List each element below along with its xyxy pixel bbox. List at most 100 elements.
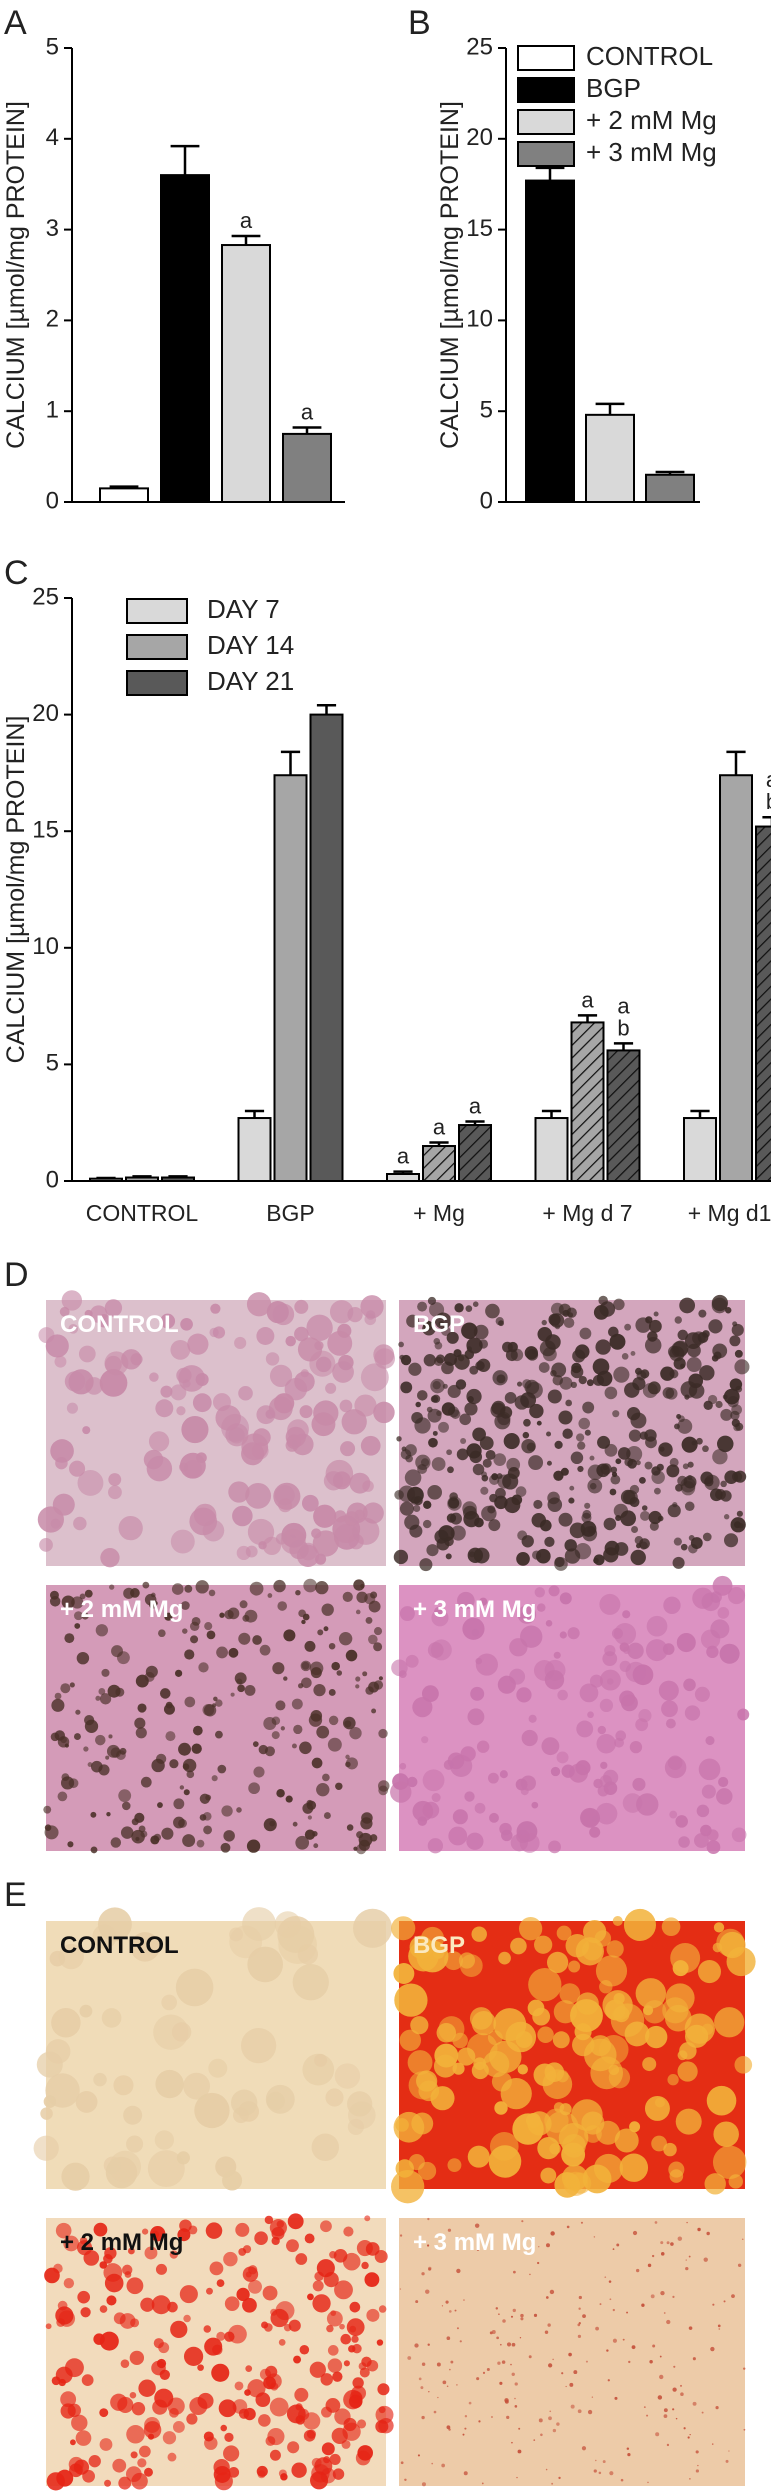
- stain-spot: [489, 2132, 519, 2161]
- stain-spot: [587, 1525, 596, 1534]
- stain-spot: [553, 1470, 564, 1481]
- stain-spot: [506, 1457, 521, 1472]
- stain-spot: [562, 2133, 586, 2158]
- stain-spot: [157, 1802, 163, 1808]
- stain-spot: [538, 1362, 550, 1373]
- stain-spot: [631, 1526, 639, 1533]
- y-tick-label: 20: [32, 700, 59, 727]
- stain-spot: [557, 1689, 568, 1701]
- stain-spot: [464, 1402, 478, 1416]
- stain-spot: [630, 1549, 646, 1566]
- stain-spot: [79, 1593, 86, 1600]
- stain-spot: [673, 1537, 682, 1546]
- stain-spot: [582, 2314, 586, 2319]
- y-tick-label: 25: [466, 33, 493, 60]
- x-tick-label: + Mg d14: [688, 1200, 771, 1226]
- y-tick-label: 3: [46, 215, 59, 242]
- stain-spot: [489, 1812, 499, 1823]
- stain-spot: [426, 1544, 439, 1557]
- stain-spot: [548, 1585, 560, 1597]
- error-bar: [465, 1120, 485, 1126]
- stain-spot: [572, 2033, 595, 2057]
- stain-spot: [353, 1846, 358, 1851]
- stain-spot: [109, 1584, 115, 1590]
- stain-spot: [474, 2223, 480, 2228]
- bar: [422, 1145, 456, 1183]
- stain-spot: [170, 2320, 188, 2339]
- stain-spot: [148, 1431, 170, 1452]
- stain-spot: [67, 1841, 74, 1848]
- stain-spot: [187, 1333, 209, 1355]
- stain-spot: [571, 2099, 603, 2131]
- stain-spot: [316, 1782, 330, 1797]
- stain-spot: [77, 2290, 91, 2304]
- stain-spot: [635, 2268, 640, 2273]
- stain-spot: [577, 2334, 582, 2339]
- stain-spot: [287, 2213, 304, 2230]
- stain-spot: [343, 2226, 354, 2237]
- stain-spot: [50, 1732, 60, 1742]
- stain-spot: [298, 1683, 304, 1689]
- stain-spot: [540, 2167, 557, 2184]
- bar: [585, 413, 635, 503]
- stain-spot: [612, 2248, 615, 2250]
- stain-spot: [238, 1632, 251, 1645]
- stain-spot: [514, 2382, 518, 2386]
- stain-spot: [320, 2468, 336, 2484]
- stain-spot: [325, 1459, 354, 1488]
- stain-spot: [548, 2363, 553, 2368]
- stain-spot: [215, 1699, 223, 1707]
- stain-spot: [423, 1354, 437, 1367]
- stain-spot: [522, 1431, 530, 1439]
- stain-spot: [248, 2265, 258, 2275]
- stain-spot: [242, 2245, 252, 2254]
- stain-spot: [444, 1353, 457, 1366]
- stain-spot: [446, 1449, 453, 1456]
- stain-spot: [304, 2233, 315, 2244]
- stain-spot: [228, 1647, 239, 1658]
- stain-spot: [447, 1496, 462, 1511]
- stain-spot: [329, 2453, 341, 2465]
- stain-spot: [708, 1319, 723, 1334]
- stain-spot: [570, 2404, 575, 2409]
- stain-spot: [445, 2300, 449, 2304]
- stain-spot: [510, 2315, 514, 2318]
- stain-spot: [264, 2215, 274, 2225]
- stain-spot: [526, 1381, 543, 1399]
- stain-spot: [718, 2328, 721, 2330]
- stain-spot: [672, 2295, 675, 2298]
- stain-spot: [688, 2255, 691, 2258]
- stain-spot: [182, 1834, 196, 1848]
- stain-spot: [407, 1776, 418, 1788]
- stain-spot: [523, 1418, 531, 1427]
- stain-spot: [192, 1725, 203, 1736]
- stain-spot: [459, 1954, 483, 1978]
- stain-spot: [645, 1316, 653, 1324]
- stain-spot: [63, 2278, 75, 2289]
- bar: [221, 244, 271, 503]
- panel-label: A: [4, 4, 27, 42]
- stain-spot: [269, 2449, 281, 2461]
- stain-spot: [644, 1336, 662, 1354]
- stain-spot: [542, 1347, 557, 1362]
- stain-spot: [498, 1320, 504, 1327]
- stain-spot: [509, 1638, 528, 1657]
- stain-spot: [221, 1805, 233, 1817]
- stain-spot: [529, 1403, 544, 1419]
- stain-spot: [176, 1406, 186, 1416]
- stain-spot: [151, 2295, 171, 2315]
- stain-spot: [110, 1837, 122, 1848]
- stain-spot: [619, 2153, 649, 2182]
- stain-spot: [611, 1627, 623, 1640]
- legend-label: CONTROL: [586, 41, 713, 71]
- stain-spot: [120, 2359, 130, 2368]
- stain-spot: [719, 1643, 740, 1664]
- stain-spot: [536, 1420, 542, 1426]
- stain-spot: [198, 1662, 209, 1673]
- stain-spot: [217, 1764, 227, 1774]
- stain-spot: [360, 1363, 389, 1392]
- stain-spot: [715, 2406, 719, 2410]
- stain-spot: [676, 1413, 682, 1419]
- stain-spot: [499, 2381, 503, 2385]
- stain-spot: [288, 2319, 301, 2332]
